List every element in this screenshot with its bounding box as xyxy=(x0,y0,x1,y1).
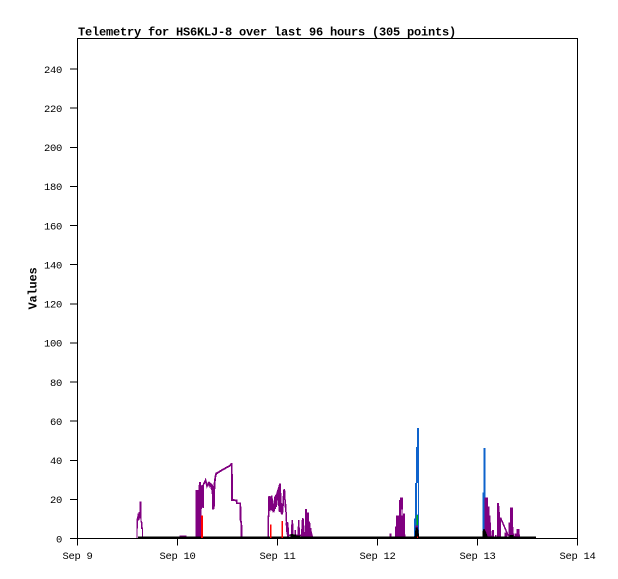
svg-text:Sep 10: Sep 10 xyxy=(160,551,196,563)
svg-text:220: 220 xyxy=(44,104,62,116)
svg-text:120: 120 xyxy=(44,300,62,312)
svg-text:240: 240 xyxy=(44,65,62,77)
svg-text:100: 100 xyxy=(44,339,62,351)
svg-text:200: 200 xyxy=(44,143,62,155)
svg-text:Telemetry for HS6KLJ-8 over la: Telemetry for HS6KLJ-8 over last 96 hour… xyxy=(78,25,456,39)
svg-text:180: 180 xyxy=(44,182,62,194)
svg-text:Sep 13: Sep 13 xyxy=(460,551,496,563)
svg-text:Sep 14: Sep 14 xyxy=(560,551,596,563)
svg-text:60: 60 xyxy=(50,417,62,429)
svg-text:80: 80 xyxy=(50,378,62,390)
svg-text:160: 160 xyxy=(44,221,62,233)
svg-text:140: 140 xyxy=(44,260,62,272)
svg-text:Values: Values xyxy=(27,267,41,309)
svg-text:Sep 12: Sep 12 xyxy=(360,551,396,563)
svg-text:40: 40 xyxy=(50,456,62,468)
svg-text:0: 0 xyxy=(56,534,62,546)
svg-text:Sep 9: Sep 9 xyxy=(63,551,93,563)
svg-text:Sep 11: Sep 11 xyxy=(260,551,296,563)
svg-text:20: 20 xyxy=(50,495,62,507)
